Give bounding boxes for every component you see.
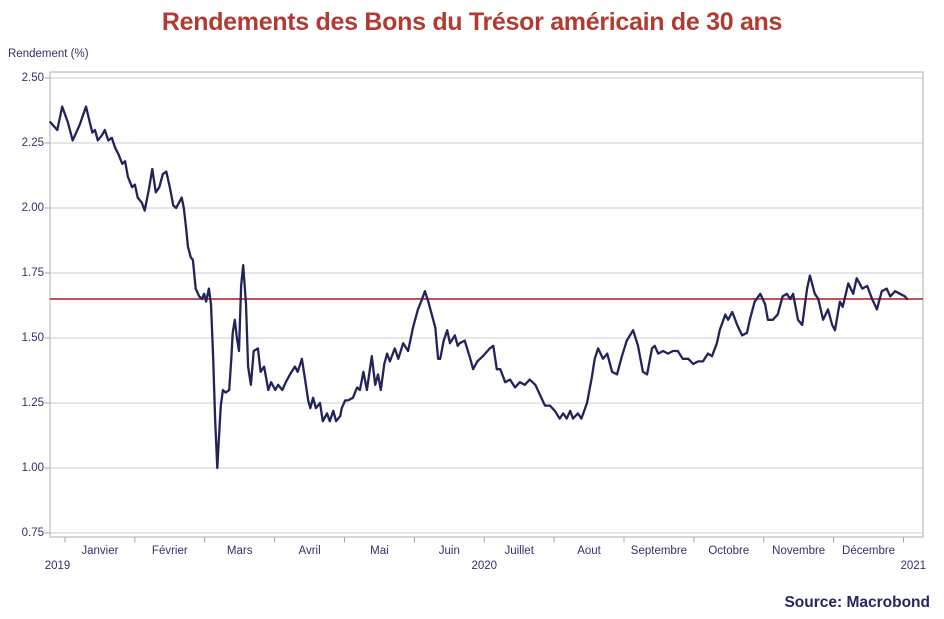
source-label: Source: Macrobond [784, 594, 930, 611]
year-label: 2020 [471, 560, 498, 572]
y-tick-label: 2.25 [21, 136, 44, 149]
month-label: Septembre [630, 545, 688, 557]
plot-frame [49, 71, 924, 538]
month-label: Novembre [772, 545, 826, 557]
month-label: Mars [226, 545, 253, 557]
year-label: 2019 [44, 560, 71, 572]
y-tick-label: 2.00 [21, 201, 44, 214]
month-label: Janvier [81, 545, 119, 557]
month-label: Octobre [708, 545, 750, 557]
month-label: Février [151, 545, 188, 557]
y-tick-label: 1.00 [21, 461, 44, 474]
month-label: Décembre [842, 545, 896, 557]
y-tick-label: 0.75 [21, 526, 44, 539]
month-label: Juillet [504, 545, 534, 557]
month-label: Mai [370, 545, 389, 557]
yield-line [49, 105, 909, 470]
y-tick-label: 2.50 [21, 71, 44, 84]
year-label: 2021 [900, 560, 927, 572]
month-label: Juin [438, 545, 460, 557]
y-tick-label: 1.25 [21, 396, 44, 409]
month-label: Avril [298, 545, 321, 557]
y-axis-title: Rendement (%) [8, 48, 89, 60]
month-label: Aout [577, 545, 601, 557]
y-tick-label: 1.75 [21, 266, 44, 279]
y-tick-label: 1.50 [21, 331, 44, 344]
chart-title: Rendements des Bons du Trésor américain … [161, 8, 783, 36]
